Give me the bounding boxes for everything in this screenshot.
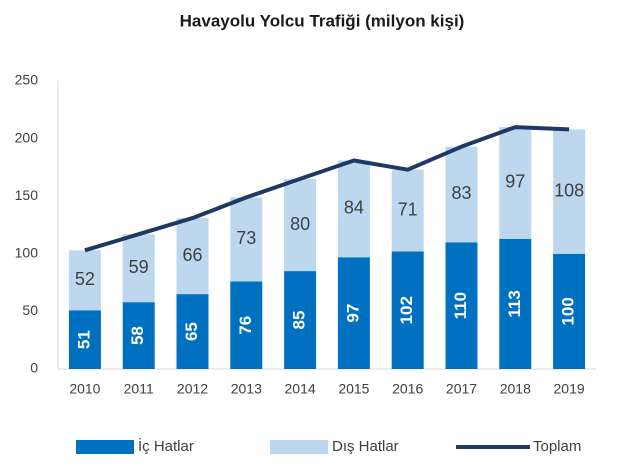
- legend-label: Dış Hatlar: [332, 438, 399, 455]
- x-tick-label: 2010: [69, 381, 100, 397]
- bar-label: 76: [236, 316, 255, 335]
- bar-segment: [391, 169, 424, 252]
- bar-segment: [176, 218, 209, 295]
- bar-label: 59: [129, 257, 149, 277]
- bar-segment: [122, 302, 155, 369]
- bar-segment: [122, 234, 155, 303]
- bar-label: 66: [182, 245, 202, 265]
- bar-label: 85: [290, 311, 309, 330]
- legend-swatch: [270, 440, 328, 454]
- x-tick-label: 2015: [338, 381, 369, 397]
- bar-label: 71: [398, 199, 418, 219]
- bar-label: 52: [75, 269, 95, 289]
- bar-label: 108: [554, 180, 584, 200]
- legend-label: İç Hatlar: [138, 437, 194, 455]
- bar-label: 83: [451, 183, 471, 203]
- bar-segment: [68, 310, 101, 369]
- legend-label: Toplam: [533, 438, 581, 455]
- bar-segment: [176, 294, 209, 369]
- x-tick-label: 2012: [177, 381, 208, 397]
- bar-segment: [499, 127, 532, 239]
- bar-label: 100: [559, 297, 578, 325]
- x-tick-label: 2018: [500, 381, 531, 397]
- bar-segment: [68, 250, 101, 311]
- y-tick-label: 100: [15, 245, 39, 261]
- x-tick-label: 2019: [554, 381, 585, 397]
- bar-label: 97: [505, 172, 525, 192]
- bar-label: 113: [505, 290, 524, 317]
- x-tick-label: 2016: [392, 381, 423, 397]
- x-tick-label: 2017: [446, 381, 477, 397]
- bar-label: 65: [182, 322, 201, 341]
- line-series: [84, 125, 570, 253]
- bar-label: 97: [343, 304, 362, 323]
- y-tick-label: 50: [22, 302, 38, 318]
- bar-segment: [391, 251, 424, 369]
- bar-segment: [553, 129, 586, 254]
- legend-swatch: [76, 440, 134, 454]
- bar-segment: [284, 271, 317, 369]
- bar-label: 102: [397, 296, 416, 324]
- bar-segment: [284, 178, 317, 272]
- bar-label: 84: [344, 198, 364, 218]
- bar-label: 51: [74, 330, 93, 349]
- bar-label: 110: [451, 292, 470, 319]
- bar-segment: [445, 146, 478, 243]
- bar-segment: [499, 238, 532, 369]
- bar-segment: [445, 242, 478, 369]
- x-tick-label: 2013: [231, 381, 262, 397]
- y-tick-label: 150: [15, 187, 39, 203]
- bar-segment: [553, 253, 586, 369]
- bar-segment: [337, 257, 370, 369]
- bar-segment: [230, 197, 263, 282]
- y-tick-label: 200: [15, 129, 39, 145]
- bar-label: 73: [236, 228, 256, 248]
- y-tick-label: 0: [30, 360, 38, 376]
- bar-segment: [230, 281, 263, 369]
- x-tick-label: 2014: [285, 381, 316, 397]
- y-tick-label: 250: [15, 72, 39, 88]
- bar-label: 58: [128, 326, 147, 345]
- x-tick-label: 2011: [124, 381, 154, 397]
- bar-segment: [337, 160, 370, 258]
- bar-label: 80: [290, 214, 310, 234]
- chart-title: Havayolu Yolcu Trafiği (milyon kişi): [180, 11, 465, 30]
